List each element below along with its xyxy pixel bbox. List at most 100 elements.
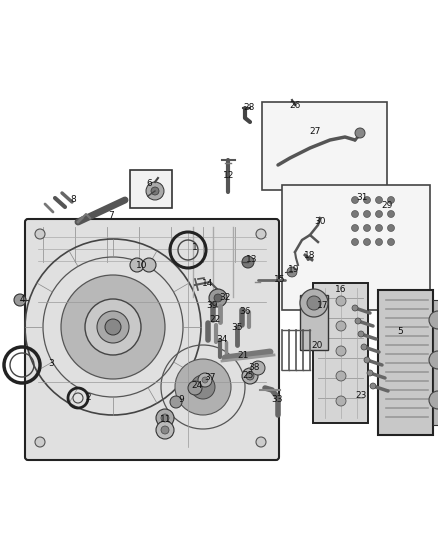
Circle shape	[364, 224, 371, 231]
Text: 18: 18	[304, 251, 316, 260]
Circle shape	[388, 238, 395, 246]
Text: 3: 3	[48, 359, 54, 367]
Circle shape	[336, 321, 346, 331]
Circle shape	[375, 224, 382, 231]
Text: 4: 4	[19, 295, 25, 304]
Circle shape	[161, 426, 169, 434]
Circle shape	[336, 296, 346, 306]
Circle shape	[429, 311, 438, 329]
Text: 23: 23	[355, 391, 367, 400]
Circle shape	[429, 391, 438, 409]
Circle shape	[61, 275, 165, 379]
Text: 33: 33	[271, 395, 283, 405]
Circle shape	[361, 344, 367, 350]
Text: 6: 6	[146, 179, 152, 188]
Circle shape	[161, 414, 169, 422]
Circle shape	[251, 361, 265, 375]
Text: 2: 2	[85, 392, 91, 401]
Text: 1: 1	[192, 244, 198, 253]
Text: 20: 20	[311, 341, 323, 350]
Circle shape	[388, 211, 395, 217]
Bar	[262, 102, 387, 190]
Circle shape	[336, 396, 346, 406]
Circle shape	[256, 437, 266, 447]
Text: 7: 7	[108, 211, 114, 220]
Text: 39: 39	[206, 301, 218, 310]
Text: 30: 30	[314, 217, 326, 227]
Circle shape	[364, 211, 371, 217]
Text: 8: 8	[70, 196, 76, 205]
Text: 34: 34	[216, 335, 228, 344]
Circle shape	[214, 294, 222, 302]
Circle shape	[388, 197, 395, 204]
Circle shape	[35, 229, 45, 239]
Circle shape	[355, 318, 361, 324]
Circle shape	[209, 289, 227, 307]
Bar	[433, 300, 438, 425]
Circle shape	[388, 224, 395, 231]
Circle shape	[191, 375, 215, 399]
Circle shape	[336, 371, 346, 381]
Text: 35: 35	[231, 324, 243, 333]
Text: 9: 9	[178, 395, 184, 405]
FancyBboxPatch shape	[25, 219, 279, 460]
Text: 5: 5	[397, 327, 403, 336]
Text: 27: 27	[309, 127, 321, 136]
Circle shape	[156, 409, 174, 427]
Text: 26: 26	[290, 101, 301, 109]
Circle shape	[105, 319, 121, 335]
Text: 38: 38	[248, 364, 260, 373]
Circle shape	[97, 311, 129, 343]
Circle shape	[307, 296, 321, 310]
Circle shape	[175, 359, 231, 415]
Circle shape	[370, 383, 376, 389]
Circle shape	[364, 197, 371, 204]
Text: 32: 32	[219, 293, 231, 302]
Circle shape	[352, 305, 358, 311]
Bar	[282, 185, 430, 310]
Circle shape	[202, 377, 208, 383]
Text: 13: 13	[246, 255, 258, 264]
Circle shape	[375, 238, 382, 246]
Bar	[300, 295, 328, 350]
Circle shape	[35, 437, 45, 447]
Circle shape	[188, 381, 202, 395]
Text: 36: 36	[239, 308, 251, 317]
Circle shape	[287, 267, 297, 277]
Circle shape	[242, 368, 258, 384]
Circle shape	[375, 211, 382, 217]
Text: 15: 15	[274, 276, 286, 285]
Circle shape	[429, 351, 438, 369]
Circle shape	[198, 373, 212, 387]
Text: 14: 14	[202, 279, 214, 287]
Circle shape	[142, 258, 156, 272]
Text: 19: 19	[288, 265, 300, 274]
Circle shape	[14, 294, 26, 306]
Circle shape	[156, 421, 174, 439]
Text: 31: 31	[356, 193, 368, 203]
Circle shape	[256, 229, 266, 239]
Bar	[130, 170, 172, 208]
Circle shape	[352, 224, 358, 231]
Circle shape	[364, 238, 371, 246]
Circle shape	[151, 187, 159, 195]
Text: 37: 37	[204, 374, 216, 383]
Circle shape	[355, 128, 365, 138]
Text: 22: 22	[209, 316, 221, 325]
Circle shape	[85, 299, 141, 355]
Circle shape	[352, 238, 358, 246]
Circle shape	[358, 331, 364, 337]
Text: 16: 16	[335, 286, 347, 295]
Text: 17: 17	[317, 301, 329, 310]
Bar	[313, 283, 368, 423]
Circle shape	[367, 370, 373, 376]
Text: 25: 25	[242, 370, 254, 379]
Circle shape	[336, 346, 346, 356]
Text: 12: 12	[223, 171, 235, 180]
Bar	[378, 290, 433, 435]
Circle shape	[352, 197, 358, 204]
Circle shape	[246, 372, 254, 380]
Circle shape	[364, 357, 370, 363]
Circle shape	[300, 289, 328, 317]
Text: 28: 28	[244, 103, 254, 112]
